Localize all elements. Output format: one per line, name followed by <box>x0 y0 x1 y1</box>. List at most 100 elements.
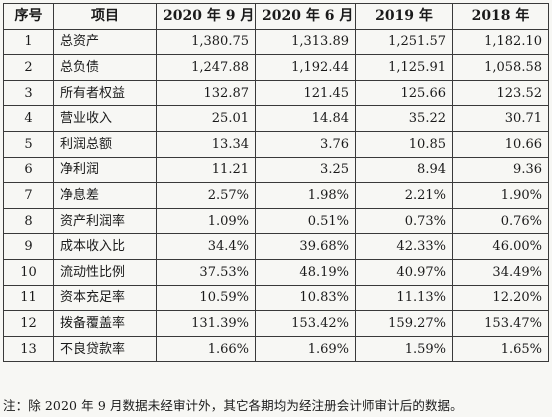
cell-seq: 7 <box>3 182 54 209</box>
cell-2020-jun: 3.25 <box>255 156 356 184</box>
cell-2019: 42.33% <box>355 233 453 260</box>
cell-2018: 1.65% <box>452 335 549 363</box>
cell-2020-jun: 1,313.89 <box>255 28 356 56</box>
cell-seq: 10 <box>3 258 54 286</box>
cell-2019: 1,125.91 <box>355 54 453 81</box>
cell-2018: 46.00% <box>452 233 549 260</box>
cell-seq: 12 <box>3 310 54 337</box>
cell-seq: 13 <box>3 335 54 363</box>
cell-2019: 125.66 <box>355 79 453 107</box>
header-item: 项目 <box>53 3 157 30</box>
financial-indicators-table: 序号 项目 2020 年 9 月 2020 年 6 月 2019 年 2018 … <box>3 3 549 363</box>
cell-2020-jun: 3.76 <box>255 130 356 158</box>
cell-2019: 0.73% <box>355 207 453 235</box>
cell-2019: 2.21% <box>355 182 453 209</box>
cell-2018: 30.71 <box>452 105 549 132</box>
cell-2019: 159.27% <box>355 310 453 337</box>
cell-2018: 12.20% <box>452 284 549 312</box>
header-2020-sep: 2020 年 9 月 <box>156 3 256 30</box>
table-row: 1 总资产 1,380.75 1,313.89 1,251.57 1,182.10 <box>3 28 549 56</box>
cell-item: 总资产 <box>53 28 157 56</box>
cell-item: 成本收入比 <box>53 233 157 260</box>
cell-seq: 1 <box>3 28 54 56</box>
cell-2018: 1.90% <box>452 182 549 209</box>
cell-2020-jun: 10.83% <box>255 284 356 312</box>
cell-2020-sep: 2.57% <box>156 182 256 209</box>
table-row: 5 利润总额 13.34 3.76 10.85 10.66 <box>3 130 549 158</box>
cell-2020-sep: 11.21 <box>156 156 256 184</box>
cell-seq: 11 <box>3 284 54 312</box>
cell-2020-sep: 37.53% <box>156 258 256 286</box>
cell-2019: 1,251.57 <box>355 28 453 56</box>
cell-2019: 35.22 <box>355 105 453 132</box>
cell-2020-jun: 14.84 <box>255 105 356 132</box>
cell-2020-jun: 39.68% <box>255 233 356 260</box>
cell-2020-sep: 131.39% <box>156 310 256 337</box>
cell-2020-sep: 34.4% <box>156 233 256 260</box>
header-2019: 2019 年 <box>355 3 453 30</box>
table-row: 12 拨备覆盖率 131.39% 153.42% 159.27% 153.47% <box>3 310 549 337</box>
cell-2020-jun: 1,192.44 <box>255 54 356 81</box>
cell-seq: 4 <box>3 105 54 132</box>
cell-2020-sep: 1.66% <box>156 335 256 363</box>
cell-2020-jun: 121.45 <box>255 79 356 107</box>
cell-2019: 8.94 <box>355 156 453 184</box>
cell-seq: 2 <box>3 54 54 81</box>
cell-2019: 40.97% <box>355 258 453 286</box>
cell-2019: 11.13% <box>355 284 453 312</box>
cell-item: 利润总额 <box>53 130 157 158</box>
table-row: 3 所有者权益 132.87 121.45 125.66 123.52 <box>3 79 549 107</box>
table-row: 11 资本充足率 10.59% 10.83% 11.13% 12.20% <box>3 284 549 312</box>
table-row: 10 流动性比例 37.53% 48.19% 40.97% 34.49% <box>3 258 549 286</box>
table-row: 2 总负债 1,247.88 1,192.44 1,125.91 1,058.58 <box>3 54 549 81</box>
cell-item: 不良贷款率 <box>53 335 157 363</box>
cell-2018: 10.66 <box>452 130 549 158</box>
cell-seq: 6 <box>3 156 54 184</box>
table-row: 6 净利润 11.21 3.25 8.94 9.36 <box>3 156 549 184</box>
cell-2020-jun: 48.19% <box>255 258 356 286</box>
cell-seq: 8 <box>3 207 54 235</box>
cell-2018: 1,182.10 <box>452 28 549 56</box>
cell-2018: 34.49% <box>452 258 549 286</box>
table-row: 4 营业收入 25.01 14.84 35.22 30.71 <box>3 105 549 132</box>
cell-2018: 123.52 <box>452 79 549 107</box>
cell-2020-sep: 1.09% <box>156 207 256 235</box>
cell-2020-sep: 25.01 <box>156 105 256 132</box>
cell-2019: 10.85 <box>355 130 453 158</box>
cell-seq: 3 <box>3 79 54 107</box>
cell-seq: 5 <box>3 130 54 158</box>
cell-2020-jun: 153.42% <box>255 310 356 337</box>
cell-2018: 1,058.58 <box>452 54 549 81</box>
cell-item: 资本充足率 <box>53 284 157 312</box>
table-row: 8 资产利润率 1.09% 0.51% 0.73% 0.76% <box>3 207 549 235</box>
cell-item: 所有者权益 <box>53 79 157 107</box>
table-row: 13 不良贷款率 1.66% 1.69% 1.59% 1.65% <box>3 335 549 363</box>
cell-item: 拨备覆盖率 <box>53 310 157 337</box>
table-footnote: 注：除 2020 年 9 月数据未经审计外，其它各期均为经注册会计师审计后的数据… <box>3 398 463 413</box>
cell-2018: 9.36 <box>452 156 549 184</box>
cell-item: 净利润 <box>53 156 157 184</box>
header-2020-jun: 2020 年 6 月 <box>255 3 356 30</box>
cell-2020-jun: 0.51% <box>255 207 356 235</box>
cell-2020-sep: 1,247.88 <box>156 54 256 81</box>
cell-item: 总负债 <box>53 54 157 81</box>
cell-2020-sep: 1,380.75 <box>156 28 256 56</box>
cell-item: 资产利润率 <box>53 207 157 235</box>
cell-item: 流动性比例 <box>53 258 157 286</box>
cell-2020-jun: 1.98% <box>255 182 356 209</box>
cell-item: 营业收入 <box>53 105 157 132</box>
cell-2018: 153.47% <box>452 310 549 337</box>
table-row: 7 净息差 2.57% 1.98% 2.21% 1.90% <box>3 182 549 209</box>
header-seq: 序号 <box>3 3 54 30</box>
cell-2020-sep: 13.34 <box>156 130 256 158</box>
cell-2020-jun: 1.69% <box>255 335 356 363</box>
cell-2020-sep: 132.87 <box>156 79 256 107</box>
cell-item: 净息差 <box>53 182 157 209</box>
table-row: 9 成本收入比 34.4% 39.68% 42.33% 46.00% <box>3 233 549 260</box>
table-header-row: 序号 项目 2020 年 9 月 2020 年 6 月 2019 年 2018 … <box>3 3 549 30</box>
header-2018: 2018 年 <box>452 3 549 30</box>
cell-2020-sep: 10.59% <box>156 284 256 312</box>
cell-2019: 1.59% <box>355 335 453 363</box>
cell-seq: 9 <box>3 233 54 260</box>
